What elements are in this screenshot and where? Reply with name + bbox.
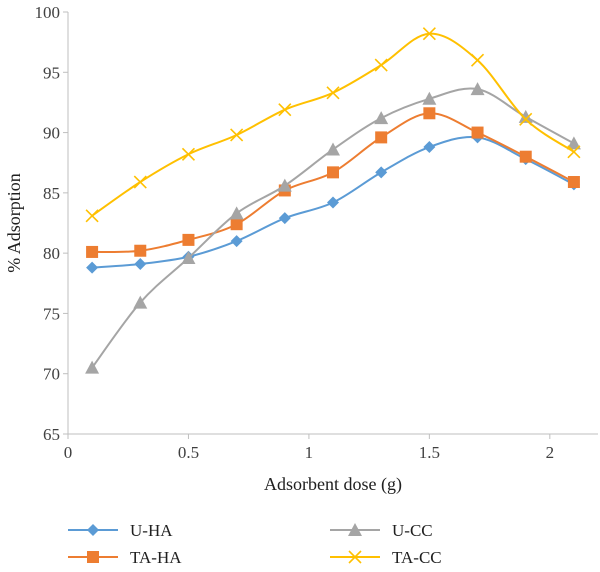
y-tick-label: 85 [43,184,60,203]
data-point-ta-cc [519,112,533,126]
data-point-u-ha [375,166,388,179]
data-point-ta-cc [422,27,436,41]
data-point-u-ha [230,235,243,248]
series-ta-cc [85,27,581,223]
x-tick-label: 1 [305,443,314,462]
y-tick-label: 100 [35,3,61,22]
x-marker-stroke [133,175,147,189]
x-marker-stroke [374,58,388,72]
x-axis-title: Adsorbent dose (g) [264,474,402,495]
legend-item-ta-cc: TA-CC [330,548,442,567]
data-point-ta-ha [230,218,243,231]
x-marker-stroke [519,112,533,126]
x-marker-stroke [181,147,196,161]
legend-label-ta-cc: TA-CC [392,548,442,567]
legend-marker-u-cc [348,523,362,536]
data-point-u-cc [85,360,100,374]
data-point-u-cc [518,109,533,123]
x-marker-stroke [278,103,292,117]
x-marker-stroke [470,53,485,67]
data-point-u-cc [229,206,244,220]
data-point-u-ha [423,141,436,154]
x-tick-label: 0 [64,443,73,462]
plot-area: 65 70 75 80 85 90 95 100 0 0.5 1 1.5 2 [35,3,598,462]
data-point-u-ha [278,212,291,225]
legend-label-ta-ha: TA-HA [130,548,182,567]
legend-item-ta-ha: TA-HA [68,548,182,567]
series-line-ta-ha [92,112,575,254]
data-point-ta-cc [85,209,99,223]
data-point-ta-cc [181,147,196,161]
legend-marker-ta-cc [348,550,362,564]
x-tick-label: 0.5 [178,443,199,462]
series-layer [85,27,581,374]
x-marker-stroke [422,27,436,41]
legend-label-u-cc: U-CC [392,521,433,540]
data-point-ta-cc [278,103,292,117]
x-marker-stroke [85,209,99,223]
data-point-ta-ha [182,233,195,246]
data-point-u-ha [86,261,99,274]
x-marker-stroke [567,145,581,159]
legend-item-u-cc: U-CC [330,521,433,540]
data-point-ta-ha [327,166,339,179]
data-point-ta-cc [230,128,244,142]
data-point-ta-cc [470,53,485,67]
data-point-u-cc [326,142,340,156]
data-point-u-cc [133,295,148,309]
data-point-ta-ha [423,107,436,120]
series-line-u-cc [91,87,575,369]
y-tick-label: 95 [43,63,60,82]
series-ta-ha [86,107,580,258]
data-point-ta-ha [86,245,99,258]
data-point-ta-ha [134,244,147,257]
data-point-ta-cc [133,175,147,189]
data-point-u-ha [327,196,339,209]
series-line-ta-cc [91,32,575,217]
x-marker-stroke [326,86,340,100]
data-point-ta-cc [326,86,340,100]
y-tick-label: 65 [43,425,60,444]
y-tick-label: 80 [43,244,60,263]
data-point-u-cc [181,250,196,264]
x-tick-label: 1.5 [419,443,440,462]
legend-label-u-ha: U-HA [130,521,173,540]
data-point-ta-ha [519,150,532,163]
data-point-u-cc [566,136,581,150]
data-point-ta-ha [375,131,388,144]
series-u-cc [85,82,581,374]
data-point-ta-ha [567,176,580,189]
x-tick-label: 2 [546,443,555,462]
x-marker-stroke [348,550,362,564]
data-point-u-cc [277,178,292,192]
y-tick-label: 75 [43,304,60,323]
y-axis-title: % Adsorption [4,173,24,273]
legend-marker-ta-ha [87,551,99,563]
y-tick-label: 70 [43,365,60,384]
data-point-ta-cc [567,145,581,159]
data-point-u-cc [422,91,437,105]
data-point-ta-cc [374,58,388,72]
x-marker-stroke [230,128,244,142]
data-point-u-ha [134,257,147,270]
data-point-u-cc [470,82,485,96]
legend: U-HA U-CC TA-HA TA-CC [68,521,442,567]
data-point-ta-ha [471,126,484,139]
data-point-u-cc [374,111,389,125]
legend-item-u-ha: U-HA [68,521,173,540]
legend-marker-u-ha [87,524,99,536]
y-tick-label: 90 [43,124,60,143]
